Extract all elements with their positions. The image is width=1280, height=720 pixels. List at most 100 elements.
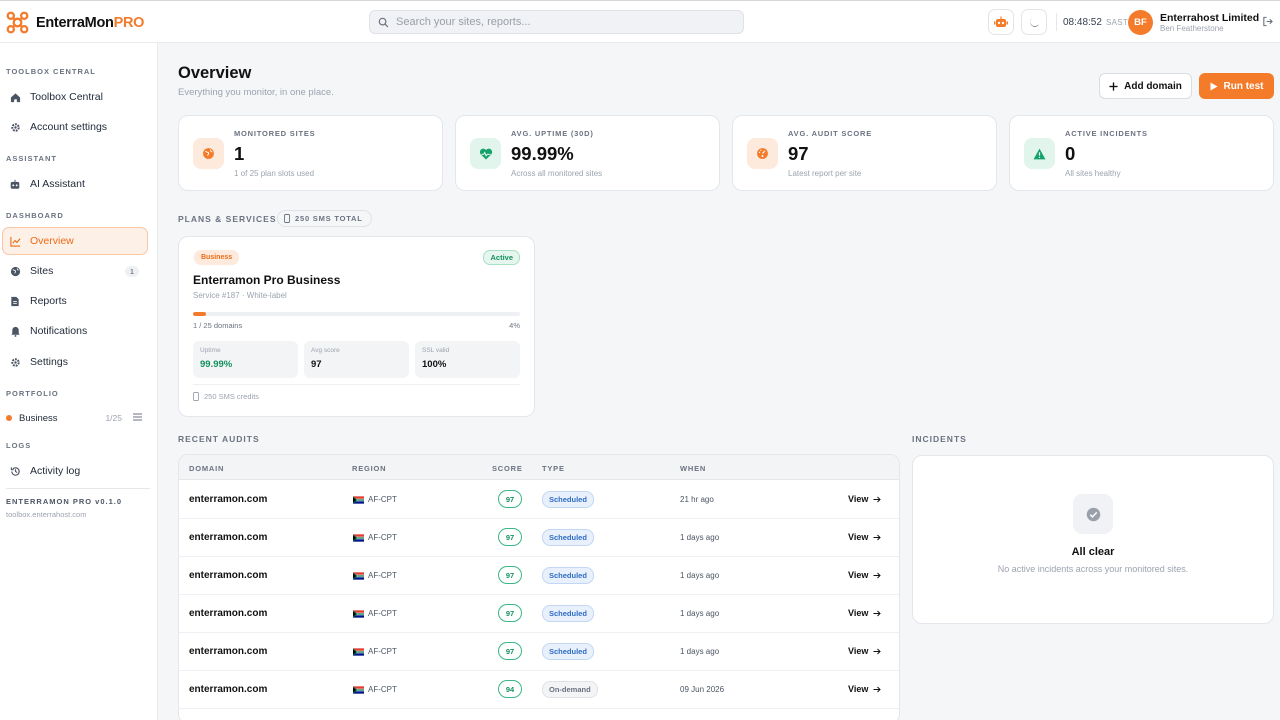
menu-icon[interactable] — [133, 413, 142, 421]
type-badge: Scheduled — [542, 491, 594, 508]
sidebar-item-reports[interactable]: Reports — [2, 287, 148, 315]
cell-when: 1 days ago — [680, 571, 720, 580]
column-header-region[interactable]: REGION — [352, 464, 387, 473]
cell-domain[interactable]: enterramon.com — [189, 608, 268, 619]
arrow-right-icon — [873, 534, 882, 540]
stat-label: AVG. AUDIT SCORE — [788, 129, 873, 138]
cell-region: AF-CPT — [353, 685, 397, 694]
portfolio-item-business[interactable]: Business 1/25 — [6, 410, 146, 426]
clock-timezone: SAST — [1105, 18, 1129, 27]
arrow-right-icon — [873, 496, 882, 502]
section-label-portfolio: PORTFOLIO — [6, 389, 59, 398]
sidebar-item-ai-assistant[interactable]: AI Assistant — [2, 170, 148, 198]
run-test-button[interactable]: Run test — [1199, 73, 1274, 99]
metric-uptime: Uptime 99.99% — [193, 341, 298, 378]
view-label: View — [848, 646, 869, 656]
section-label-dashboard: DASHBOARD — [6, 211, 64, 220]
stat-caption: Latest report per site — [788, 169, 862, 178]
stat-card-avg-uptime: AVG. UPTIME (30D) 99.99% Across all moni… — [455, 115, 720, 191]
table-row[interactable]: enterramon.com AF-CPT 97 Scheduled 1 day… — [179, 633, 899, 671]
metric-value: 99.99% — [200, 359, 233, 370]
cell-when: 21 hr ago — [680, 495, 714, 504]
sidebar-item-toolbox-central[interactable]: Toolbox Central — [2, 83, 148, 111]
incidents-empty-title: All clear — [1071, 546, 1115, 558]
table-row[interactable]: enterramon.com AF-CPT 97 Scheduled 1 day… — [179, 557, 899, 595]
globe-icon — [193, 138, 224, 169]
flag-south-africa-icon — [353, 495, 364, 504]
table-header: DOMAIN REGION SCORE TYPE WHEN — [179, 455, 899, 480]
sidebar-item-label: Sites — [30, 265, 54, 277]
add-domain-button[interactable]: Add domain — [1099, 73, 1192, 99]
status-badge: Active — [483, 250, 520, 265]
cell-domain[interactable]: enterramon.com — [189, 646, 268, 657]
column-header-domain[interactable]: DOMAIN — [189, 464, 225, 473]
sidebar-item-label: Account settings — [30, 121, 108, 133]
sms-credits: 250 SMS credits — [193, 392, 259, 401]
search-input[interactable] — [396, 16, 716, 28]
phone-icon — [193, 392, 199, 401]
view-link[interactable]: View — [848, 570, 882, 580]
sidebar-item-activity-log[interactable]: Activity log — [2, 457, 148, 485]
clock: 08:48:52 SAST — [1063, 17, 1128, 28]
column-header-when[interactable]: WHEN — [680, 464, 707, 473]
search-bar[interactable] — [369, 10, 744, 34]
cell-domain[interactable]: enterramon.com — [189, 494, 268, 505]
view-link[interactable]: View — [848, 608, 882, 618]
cell-domain[interactable]: enterramon.com — [189, 532, 268, 543]
sidebar-item-notifications[interactable]: Notifications — [2, 317, 148, 345]
metric-value: 97 — [311, 359, 322, 370]
view-label: View — [848, 570, 869, 580]
cell-when: 09 Jun 2026 — [680, 685, 725, 694]
view-link[interactable]: View — [848, 646, 882, 656]
sms-total-label: 250 SMS TOTAL — [295, 214, 363, 223]
flag-south-africa-icon — [353, 533, 364, 542]
flag-south-africa-icon — [353, 609, 364, 618]
arrow-right-icon — [873, 686, 882, 692]
score-badge: 97 — [498, 642, 522, 660]
metric-ssl-valid: SSL valid 100% — [415, 341, 520, 378]
plan-card[interactable]: Business Active Enterramon Pro Business … — [178, 236, 535, 417]
flag-south-africa-icon — [353, 685, 364, 694]
stat-label: AVG. UPTIME (30D) — [511, 129, 594, 138]
incidents-section-title: INCIDENTS — [912, 434, 967, 444]
column-header-score[interactable]: SCORE — [492, 464, 523, 473]
phone-icon — [284, 214, 290, 223]
table-row[interactable]: enterramon.com AF-CPT 94 On-demand 09 Ju… — [179, 671, 899, 709]
table-row[interactable]: enterramon.com AF-CPT 97 Scheduled 21 hr… — [179, 481, 899, 519]
sidebar-item-settings[interactable]: Settings — [2, 348, 148, 376]
table-row[interactable]: enterramon.com AF-CPT 97 Scheduled 1 day… — [179, 595, 899, 633]
portfolio-ratio: 1/25 — [105, 413, 122, 423]
bell-icon — [9, 325, 21, 337]
cell-region: AF-CPT — [353, 647, 397, 656]
sidebar-item-sites[interactable]: Sites 1 — [2, 257, 148, 285]
gauge-icon — [747, 138, 778, 169]
sidebar-item-account-settings[interactable]: Account settings — [2, 113, 148, 141]
section-label-toolbox: TOOLBOX CENTRAL — [6, 67, 96, 76]
sidebar-item-overview[interactable]: Overview — [2, 227, 148, 255]
view-link[interactable]: View — [848, 532, 882, 542]
ai-assistant-button[interactable] — [988, 9, 1014, 35]
cell-domain[interactable]: enterramon.com — [189, 684, 268, 695]
view-link[interactable]: View — [848, 684, 882, 694]
score-badge: 97 — [498, 528, 522, 546]
theme-toggle-button[interactable] — [1021, 9, 1047, 35]
stat-value: 97 — [788, 143, 809, 164]
stat-value: 1 — [234, 143, 245, 164]
document-icon — [9, 295, 21, 307]
region-code: AF-CPT — [368, 647, 397, 656]
add-domain-label: Add domain — [1124, 80, 1182, 92]
region-code: AF-CPT — [368, 609, 397, 618]
brand-logo[interactable]: EnterraMonPRO — [6, 11, 144, 34]
type-badge: On-demand — [542, 681, 598, 698]
run-test-label: Run test — [1223, 80, 1264, 92]
region-code: AF-CPT — [368, 533, 397, 542]
column-header-type[interactable]: TYPE — [542, 464, 565, 473]
view-link[interactable]: View — [848, 494, 882, 504]
sms-credits-label: 250 SMS credits — [204, 392, 260, 401]
company-name[interactable]: Enterrahost Limited — [1160, 12, 1260, 24]
cell-domain[interactable]: enterramon.com — [189, 570, 268, 581]
plan-name: Enterramon Pro Business — [193, 273, 341, 287]
logout-icon[interactable] — [1262, 16, 1273, 27]
avatar[interactable]: BF — [1128, 10, 1153, 35]
table-row[interactable]: enterramon.com AF-CPT 97 Scheduled 1 day… — [179, 519, 899, 557]
